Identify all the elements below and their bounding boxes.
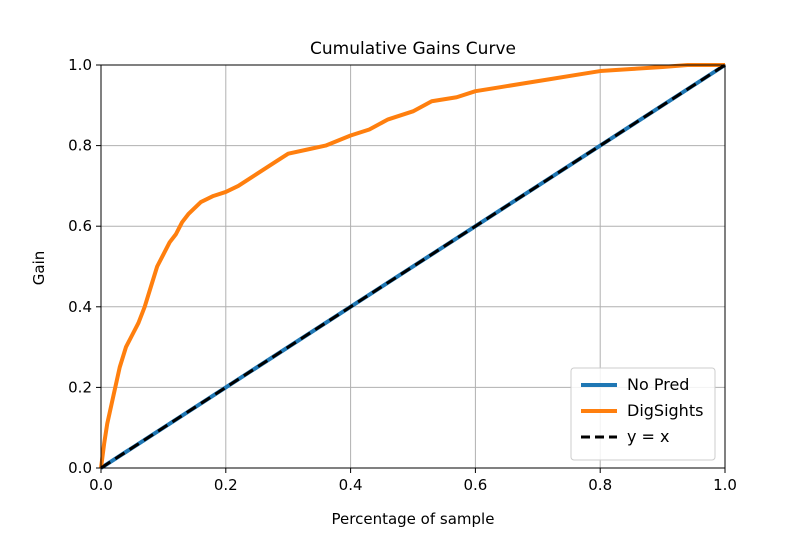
x-tick-label: 1.0 [713,476,737,494]
series-line-y-x [100,63,726,470]
y-tick-label: 1.0 [68,56,92,74]
legend-label: No Pred [627,375,689,394]
legend-label: y = x [627,427,670,446]
y-tick-label: 0.0 [68,459,92,477]
legend-label: DigSights [627,401,703,420]
chart-title: Cumulative Gains Curve [310,39,516,59]
series-layer [99,63,727,470]
y-tick-label: 0.4 [68,298,92,316]
legend: No Pred DigSights y = x [570,367,716,461]
legend-box [570,367,716,461]
x-axis-label: Percentage of sample [332,510,495,528]
grid [100,64,726,469]
y-tick-label: 0.6 [68,217,92,235]
x-tick-label: 0.6 [463,476,487,494]
plot-frame [100,64,726,469]
x-tick-label: 0.0 [89,476,113,494]
x-tick-label: 0.8 [588,476,612,494]
ticks: 0.0 0.2 0.4 0.6 0.8 1.0 0.0 0.2 0.4 0.6 0.8 1.0 [68,56,737,494]
series-line-digsights [99,63,725,469]
x-tick-label: 0.2 [214,476,238,494]
y-axis-label: Gain [30,251,48,286]
x-tick-label: 0.4 [339,476,363,494]
y-tick-label: 0.2 [68,378,92,396]
y-tick-label: 0.8 [68,137,92,155]
